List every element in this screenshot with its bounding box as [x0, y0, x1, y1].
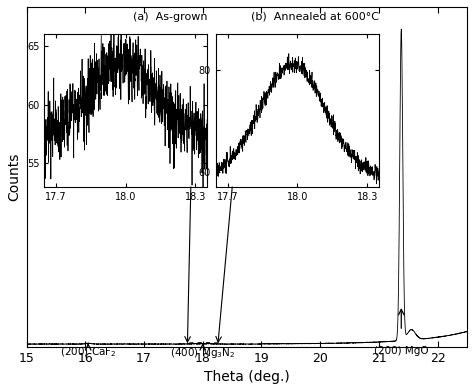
X-axis label: Theta (deg.): Theta (deg.) — [204, 370, 290, 384]
Text: (400) Mg$_3$N$_2$: (400) Mg$_3$N$_2$ — [170, 346, 236, 360]
Y-axis label: Counts: Counts — [7, 152, 21, 201]
Text: (200) CaF$_2$: (200) CaF$_2$ — [60, 346, 117, 359]
Text: (200) MgO: (200) MgO — [374, 346, 428, 355]
